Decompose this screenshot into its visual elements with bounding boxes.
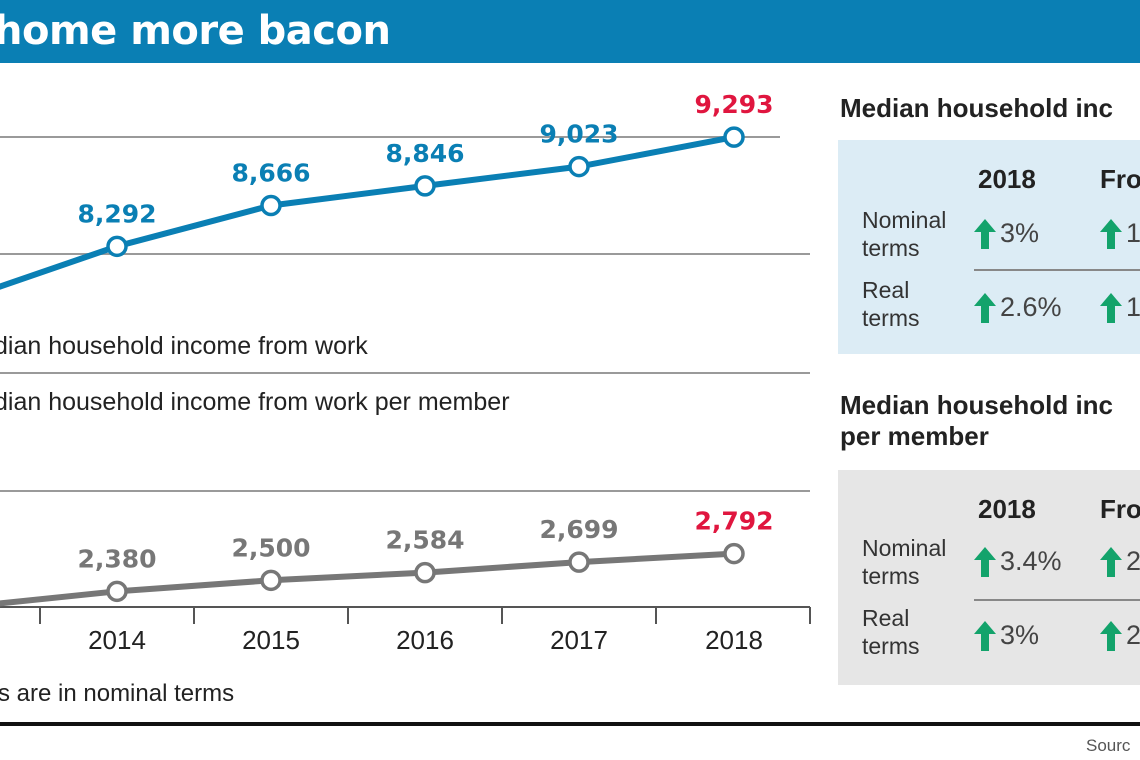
value-2018-real: 2.6%: [974, 292, 1062, 323]
data-point: [414, 175, 436, 197]
value-from-nominal: 2: [1100, 546, 1140, 577]
data-point: [106, 580, 128, 603]
x-tick-label: 2014: [88, 625, 146, 655]
footnote: s are in nominal terms: [0, 680, 235, 707]
data-label: 2,380: [77, 544, 156, 573]
value-2018-nominal: 3.4%: [974, 546, 1062, 577]
up-arrow-icon: [974, 620, 996, 651]
row-label-nominal: Nominal terms: [862, 535, 947, 589]
series-line: [0, 550, 735, 607]
value-2018-nominal: 3%: [974, 218, 1039, 249]
data-label: 2,792: [694, 507, 773, 536]
row-divider: [974, 599, 1140, 601]
row-label-nominal: Nominal terms: [862, 207, 947, 261]
bottom-rule: [0, 722, 1140, 726]
value-from-real: 2: [1100, 620, 1140, 651]
per-member-panel-title: Median household inc per member: [840, 390, 1114, 451]
data-point: [723, 542, 745, 565]
data-point: [568, 155, 590, 178]
data-point: [568, 551, 590, 573]
value-2018-real: 3%: [974, 620, 1039, 651]
data-label: 8,292: [77, 199, 156, 228]
col-head-from: Fro: [1100, 494, 1140, 524]
up-arrow-icon: [974, 218, 996, 249]
data-label: 2,500: [231, 533, 310, 562]
household-panel-title: Median household inc: [840, 93, 1114, 123]
per-member-income-panel: 2018 Fro Nominal terms 3.4% 2 Real terms…: [838, 470, 1140, 685]
row-label-real: Real terms: [862, 277, 920, 331]
data-point: [260, 194, 282, 217]
data-label: 2,699: [539, 515, 618, 544]
x-tick-label: 2017: [550, 625, 608, 655]
x-tick-label: 2015: [242, 625, 300, 655]
data-point: [723, 126, 745, 148]
legend-label-work: dian household income from work: [0, 332, 368, 360]
value-from-real: 1: [1100, 292, 1140, 323]
col-head-2018: 2018: [978, 494, 1036, 524]
data-label: 9,293: [694, 90, 773, 119]
up-arrow-icon: [1100, 292, 1122, 323]
header-bar: home more bacon: [0, 0, 1140, 63]
data-label: 8,846: [385, 139, 464, 168]
source-label: Sourc: [1086, 736, 1131, 755]
x-tick-label: 2018: [705, 625, 763, 655]
household-income-panel: 2018 Fro Nominal terms 3% 1 Real terms 2…: [838, 140, 1140, 354]
data-label: 8,666: [231, 159, 310, 188]
data-point: [260, 569, 282, 592]
income-line-charts: 2014 2015 2016 2017 2018 8,292 8,666 8,846 9,023…: [0, 90, 811, 655]
data-point: [106, 235, 128, 258]
series-line: [0, 134, 735, 290]
col-head-2018: 2018: [978, 164, 1036, 194]
data-label: 9,023: [539, 120, 618, 149]
row-divider: [974, 269, 1140, 271]
up-arrow-icon: [1100, 620, 1122, 651]
up-arrow-icon: [974, 292, 996, 323]
up-arrow-icon: [1100, 546, 1122, 577]
data-label: 2,584: [385, 526, 464, 555]
up-arrow-icon: [1100, 218, 1122, 249]
row-label-real: Real terms: [862, 605, 920, 659]
data-point: [414, 561, 436, 584]
up-arrow-icon: [974, 546, 996, 577]
x-tick-label: 2016: [396, 625, 454, 655]
legend-label-per-member: dian household income from work per memb…: [0, 388, 510, 416]
page-title: home more bacon: [0, 8, 391, 54]
col-head-from: Fro: [1100, 164, 1140, 194]
value-from-nominal: 1: [1100, 218, 1140, 249]
